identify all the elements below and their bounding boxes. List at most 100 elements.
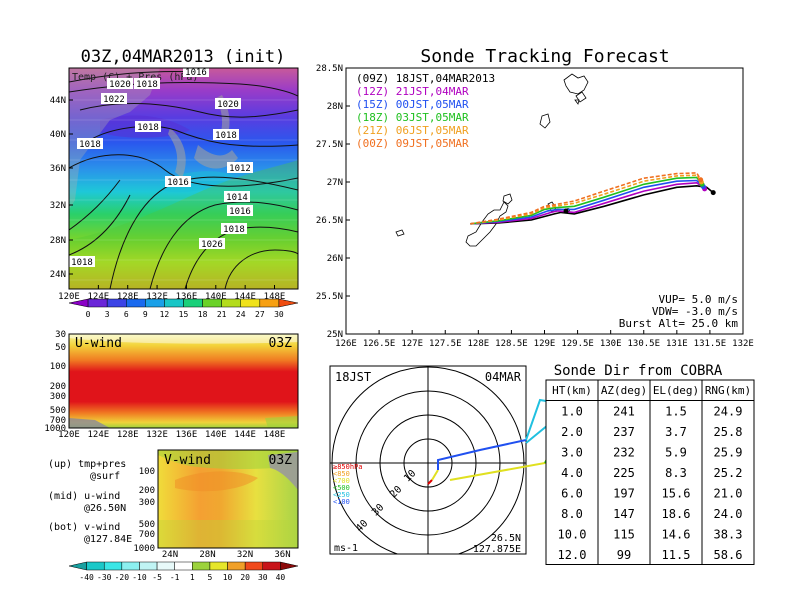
track-x-ticks: 126E 126.5E 127E 127.5E 128E 128.5E 129E 129.5E… — [335, 330, 754, 349]
temp-colorbar-label: 12 — [160, 310, 170, 319]
v-wind-x-tick: 36N — [274, 550, 290, 560]
wind-colorbar-label: 40 — [276, 573, 286, 582]
u-wind-x-tick: 120E — [58, 430, 80, 440]
track-legend-entry: (18Z) 03JST,05MAR — [356, 111, 469, 124]
wind-colorbar-label: -30 — [97, 573, 112, 582]
temp-colorbar-label: 6 — [124, 310, 129, 319]
isobar-labels: 1020 1018 1022 1018 1016 1020 1018 1018 1016 1012… — [69, 68, 253, 268]
isobar-label-bg — [227, 205, 253, 216]
table-cell: 8.3 — [665, 466, 687, 480]
u-wind-y-tick: 100 — [50, 362, 66, 372]
temp-lon-ticks: 120E 124E 128E 132E 136E 140E 144E 148E — [58, 285, 285, 302]
track-x-tick: 127E — [401, 339, 423, 349]
wind-colorbar: -40 -30 -20 -10 -5 -1 1 5 10 20 30 40 — [68, 561, 299, 582]
isobar-label: 1018 — [137, 123, 159, 133]
table-cell: 24.9 — [714, 405, 743, 419]
table-cell: 1.0 — [561, 405, 583, 419]
polar-level-label: <700 — [333, 477, 350, 485]
temp-lon-tick: 136E — [176, 292, 198, 302]
table-cell: 25.2 — [714, 466, 743, 480]
table-cell: 6.0 — [561, 487, 583, 501]
wind-colorbar-swatch — [103, 561, 123, 571]
wind-colorbar-label: 10 — [223, 573, 233, 582]
isobar-label: 1020 — [217, 100, 239, 110]
sonde-table: HT(km) AZ(deg) EL(deg) RNG(km) 1.0 241 1.5 24.9… — [545, 379, 755, 565]
u-wind-x-tick: 132E — [146, 430, 168, 440]
table-cell: 147 — [613, 507, 635, 521]
u-wind-y-tick: 50 — [55, 343, 66, 353]
table-cell: 1.5 — [665, 405, 687, 419]
polar-level-label: <250 — [333, 491, 350, 499]
polar-level-label: <500 — [333, 484, 350, 492]
polar-unit: ms-1 — [334, 543, 358, 554]
legend-note: (mid) u-wind — [48, 491, 120, 502]
table-cell: 232 — [613, 446, 635, 460]
table-cell: 38.3 — [714, 528, 743, 542]
temp-colorbar-swatch — [164, 298, 184, 308]
wind-colorbar-label: -20 — [115, 573, 130, 582]
track-legend-entry: (00Z) 09JST,05MAR — [356, 137, 469, 150]
u-wind-x-tick: 128E — [117, 430, 139, 440]
temp-colorbar-swatch — [202, 298, 222, 308]
isobar-label: 1018 — [79, 140, 101, 150]
track-legend-entry: (09Z) 18JST,04MAR2013 — [356, 72, 495, 85]
temp-lat-tick: 36N — [50, 164, 66, 174]
isobar-label: 1022 — [103, 95, 125, 105]
temp-lon-tick: 124E — [88, 292, 110, 302]
table-header-cell: AZ(deg) — [601, 384, 647, 397]
temp-colorbar-swatch — [106, 298, 127, 308]
table-cell: 2.0 — [561, 425, 583, 439]
u-wind-time: 03Z — [269, 336, 293, 351]
table-cell: 237 — [613, 425, 635, 439]
temp-colorbar-label: 30 — [274, 310, 284, 319]
isobar-label-bg — [134, 78, 160, 89]
temp-lat-tick: 28N — [50, 236, 66, 246]
temp-lon-tick: 132E — [146, 292, 168, 302]
u-wind-y-tick: 30 — [55, 330, 66, 340]
track-line-1 — [470, 181, 706, 225]
u-wind-y-tick: 1000 — [44, 424, 66, 434]
table-header-cell: EL(deg) — [653, 384, 699, 397]
u-wind-x-tick: 124E — [88, 430, 110, 440]
temp-lat-tick: 40N — [50, 130, 66, 140]
table-cell: 18.6 — [662, 507, 691, 521]
wind-colorbar-swatch — [174, 561, 193, 571]
track-endpoint-5 — [698, 177, 704, 183]
wind-colorbar-label: 20 — [240, 573, 250, 582]
track-line-3 — [470, 176, 703, 225]
v-wind-x-tick: 28N — [199, 550, 215, 560]
v-wind-time: 03Z — [269, 453, 293, 468]
track-x-tick: 132E — [732, 339, 754, 349]
wind-colorbar-swatch — [244, 561, 264, 571]
u-wind-x-tick: 148E — [264, 430, 286, 440]
temp-map: Temp (C) + Pres (hPa) 1020 10181022101810… — [69, 68, 298, 289]
track-y-tick: 27.5N — [316, 140, 343, 150]
u-wind-x-tick: 136E — [176, 430, 198, 440]
polar-date: 04MAR — [485, 370, 522, 384]
track-x-tick: 129E — [534, 339, 556, 349]
legend-note: (up) tmp+pres — [48, 459, 126, 470]
track-x-tick: 129.5E — [561, 339, 594, 349]
table-cell: 8.0 — [561, 507, 583, 521]
temp-colorbar-swatch — [145, 298, 165, 308]
v-wind-y-tick: 300 — [139, 498, 155, 508]
wind-colorbar-swatch — [156, 561, 175, 571]
temp-colorbar-swatch — [183, 298, 203, 308]
isobar-label-bg — [227, 162, 253, 173]
temp-colorbar-label: 21 — [217, 310, 227, 319]
temp-lat-tick: 44N — [50, 96, 66, 106]
track-line-5 — [470, 172, 702, 225]
table-cell: 241 — [613, 405, 635, 419]
temp-colorbar-label: 18 — [198, 310, 208, 319]
isobar-label: 1018 — [136, 80, 158, 90]
wind-colorbar-swatch — [139, 561, 158, 571]
isobar-label: 1016 — [167, 178, 189, 188]
track-x-tick: 126.5E — [363, 339, 396, 349]
u-wind-y-tick: 700 — [50, 416, 66, 426]
track-y-tick: 28.5N — [316, 64, 343, 74]
polar-level-key: ≥850hPa<850<700<500<250<100 — [333, 463, 363, 506]
temp-colorbar-swatch — [240, 298, 261, 308]
table-cell: 115 — [613, 528, 635, 542]
